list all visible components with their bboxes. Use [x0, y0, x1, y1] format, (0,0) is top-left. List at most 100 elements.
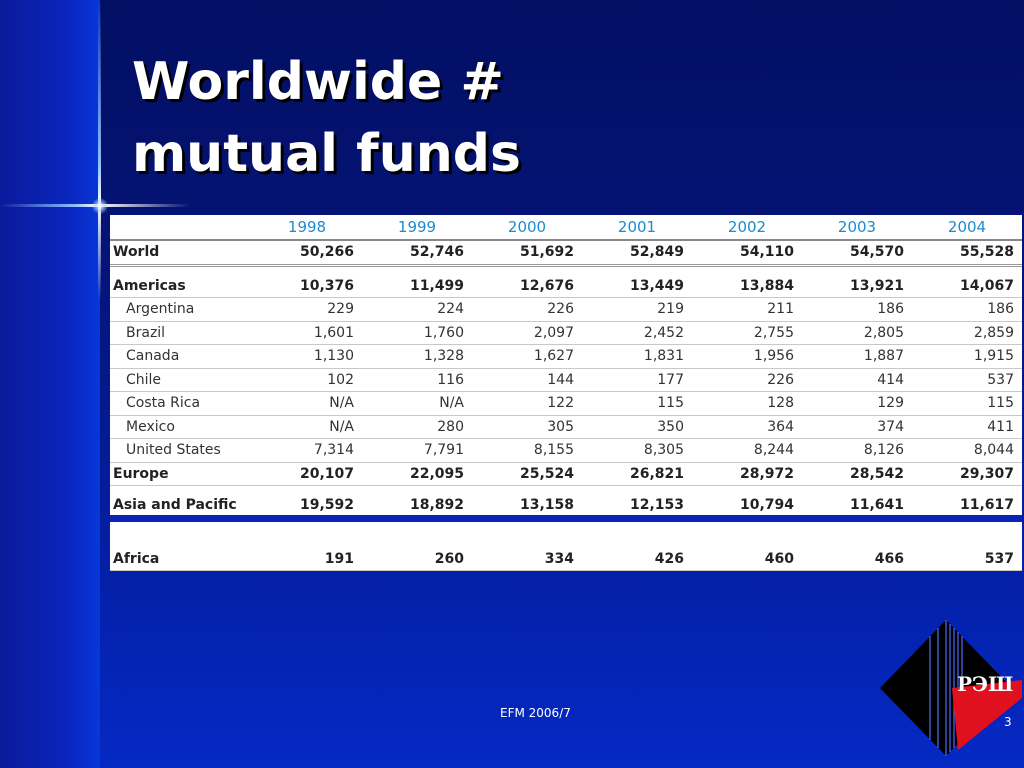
cell-value: 7,791	[362, 438, 472, 463]
cell-value: 226	[472, 297, 582, 322]
cell-value: 186	[802, 297, 912, 322]
cell-value: 219	[582, 297, 692, 322]
row-label: United States	[110, 438, 252, 463]
row-label: Asia and Pacific	[110, 494, 252, 518]
cell-value: 11,641	[802, 494, 912, 518]
row-label: Americas	[110, 274, 252, 298]
cell-value: 7,314	[252, 438, 362, 463]
year-header: 1998	[252, 215, 362, 241]
cell-value: 51,692	[472, 240, 582, 267]
cell-value: 55,528	[912, 240, 1022, 267]
cell-value: 1,831	[582, 344, 692, 369]
cell-value: 115	[582, 391, 692, 416]
logo-text: РЭШ	[957, 672, 1014, 696]
row-label: Mexico	[110, 415, 252, 439]
cell-value: 13,158	[472, 494, 582, 518]
cell-value: 229	[252, 297, 362, 322]
cell-value: 11,499	[362, 274, 472, 298]
cell-value: 8,126	[802, 438, 912, 463]
cell-value: 26,821	[582, 462, 692, 486]
title-line-1: Worldwide #	[132, 52, 504, 112]
slide-title: Worldwide # mutual funds	[132, 46, 521, 190]
school-logo-icon	[880, 620, 1022, 756]
table-row-brazil: Brazil 1,601 1,760 2,097 2,452 2,755 2,8…	[110, 321, 1022, 345]
year-header: 1999	[362, 215, 472, 241]
cell-value: 211	[692, 297, 802, 322]
table-row-united-states: United States 7,314 7,791 8,155 8,305 8,…	[110, 438, 1022, 463]
cell-value: N/A	[252, 415, 362, 439]
year-header: 2000	[472, 215, 582, 241]
table-row-africa: Africa 191 260 334 426 460 466 537	[110, 547, 1022, 571]
cell-value: 54,110	[692, 240, 802, 267]
cell-value: 350	[582, 415, 692, 439]
year-header: 2001	[582, 215, 692, 241]
cell-value: 52,849	[582, 240, 692, 267]
title-line-2: mutual funds	[132, 124, 521, 184]
cell-value: 52,746	[362, 240, 472, 267]
cell-value: 28,972	[692, 462, 802, 486]
cell-value: 10,794	[692, 494, 802, 518]
cell-value: 537	[912, 547, 1022, 571]
cell-value: 8,244	[692, 438, 802, 463]
cell-value: 13,921	[802, 274, 912, 298]
row-label: Canada	[110, 344, 252, 369]
cell-value: 1,956	[692, 344, 802, 369]
header-corner	[110, 215, 252, 241]
cell-value: 334	[472, 547, 582, 571]
left-panel	[0, 0, 100, 768]
cell-value: 1,887	[802, 344, 912, 369]
cell-value: 537	[912, 368, 1022, 392]
cell-value: 305	[472, 415, 582, 439]
cell-value: 28,542	[802, 462, 912, 486]
row-label: Chile	[110, 368, 252, 392]
cell-value: 1,130	[252, 344, 362, 369]
cell-value: 144	[472, 368, 582, 392]
cell-value: 116	[362, 368, 472, 392]
cell-value: 129	[802, 391, 912, 416]
cell-value: 1,627	[472, 344, 582, 369]
cell-value: N/A	[252, 391, 362, 416]
cell-value: 466	[802, 547, 912, 571]
table-row-chile: Chile 102 116 144 177 226 414 537	[110, 368, 1022, 392]
cell-value: 18,892	[362, 494, 472, 518]
cell-value: 8,044	[912, 438, 1022, 463]
cell-value: 25,524	[472, 462, 582, 486]
cell-value: 191	[252, 547, 362, 571]
cell-value: 14,067	[912, 274, 1022, 298]
cell-value: 1,601	[252, 321, 362, 345]
cell-value: 22,095	[362, 462, 472, 486]
cell-value: N/A	[362, 391, 472, 416]
cell-value: 8,155	[472, 438, 582, 463]
cell-value: 19,592	[252, 494, 362, 518]
year-header: 2003	[802, 215, 912, 241]
cell-value: 20,107	[252, 462, 362, 486]
cell-value: 29,307	[912, 462, 1022, 486]
table-gap-band	[110, 515, 1022, 522]
cell-value: 426	[582, 547, 692, 571]
cell-value: 1,760	[362, 321, 472, 345]
cell-value: 128	[692, 391, 802, 416]
row-label: Argentina	[110, 297, 252, 322]
slide-footer: EFM 2006/7	[500, 706, 571, 720]
row-label: Europe	[110, 462, 252, 486]
row-label: World	[110, 240, 252, 267]
cell-value: 226	[692, 368, 802, 392]
cell-value: 13,449	[582, 274, 692, 298]
table-row-canada: Canada 1,130 1,328 1,627 1,831 1,956 1,8…	[110, 344, 1022, 369]
row-label: Africa	[110, 547, 252, 571]
cell-value: 10,376	[252, 274, 362, 298]
cell-value: 374	[802, 415, 912, 439]
cell-value: 186	[912, 297, 1022, 322]
table-row-europe: Europe 20,107 22,095 25,524 26,821 28,97…	[110, 462, 1022, 486]
cell-value: 260	[362, 547, 472, 571]
cell-value: 13,884	[692, 274, 802, 298]
year-header: 2002	[692, 215, 802, 241]
cell-value: 364	[692, 415, 802, 439]
mutual-funds-table: 1998 1999 2000 2001 2002 2003 2004 World…	[110, 215, 1022, 571]
cell-value: 2,805	[802, 321, 912, 345]
cell-value: 122	[472, 391, 582, 416]
cell-value: 50,266	[252, 240, 362, 267]
light-flare	[92, 198, 108, 214]
year-header: 2004	[912, 215, 1022, 241]
table-row-mexico: Mexico N/A 280 305 350 364 374 411	[110, 415, 1022, 439]
